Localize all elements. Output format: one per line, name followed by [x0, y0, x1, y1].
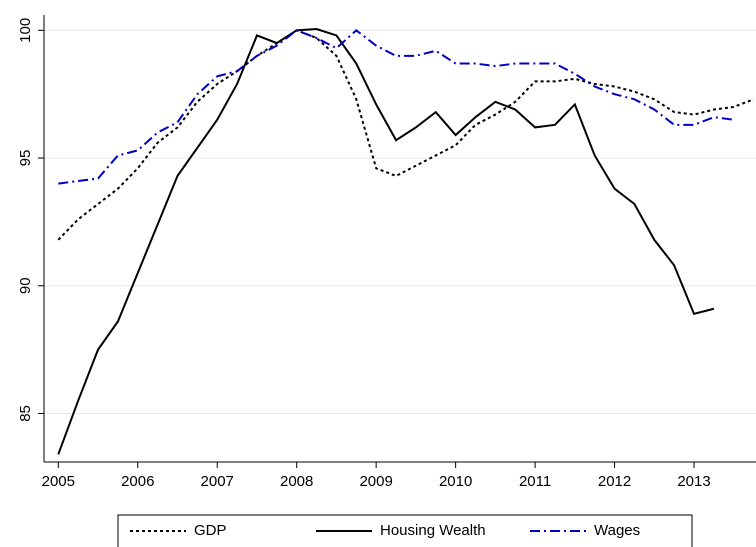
series-line	[57, 28, 715, 455]
x-tick-label: 2006	[121, 473, 154, 490]
y-tick-label: 95	[17, 150, 34, 167]
y-tick-label: 85	[17, 405, 34, 422]
x-tick-label: 2009	[359, 473, 392, 490]
legend-label: Housing Wealth	[380, 522, 486, 539]
x-tick-label: 2010	[439, 473, 472, 490]
legend-label: Wages	[594, 522, 640, 539]
series-line	[57, 29, 754, 241]
x-tick-label: 2008	[280, 473, 313, 490]
x-tick-label: 2007	[201, 473, 234, 490]
x-tick-label: 2011	[519, 473, 551, 490]
legend-label: GDP	[194, 522, 227, 539]
y-tick-label: 90	[17, 277, 34, 294]
x-tick-label: 2013	[677, 473, 710, 490]
y-tick-label: 100	[17, 18, 34, 43]
x-tick-label: 2012	[598, 473, 631, 490]
x-tick-label: 2005	[42, 473, 75, 490]
legend-box	[117, 514, 693, 547]
series-line	[58, 29, 734, 185]
